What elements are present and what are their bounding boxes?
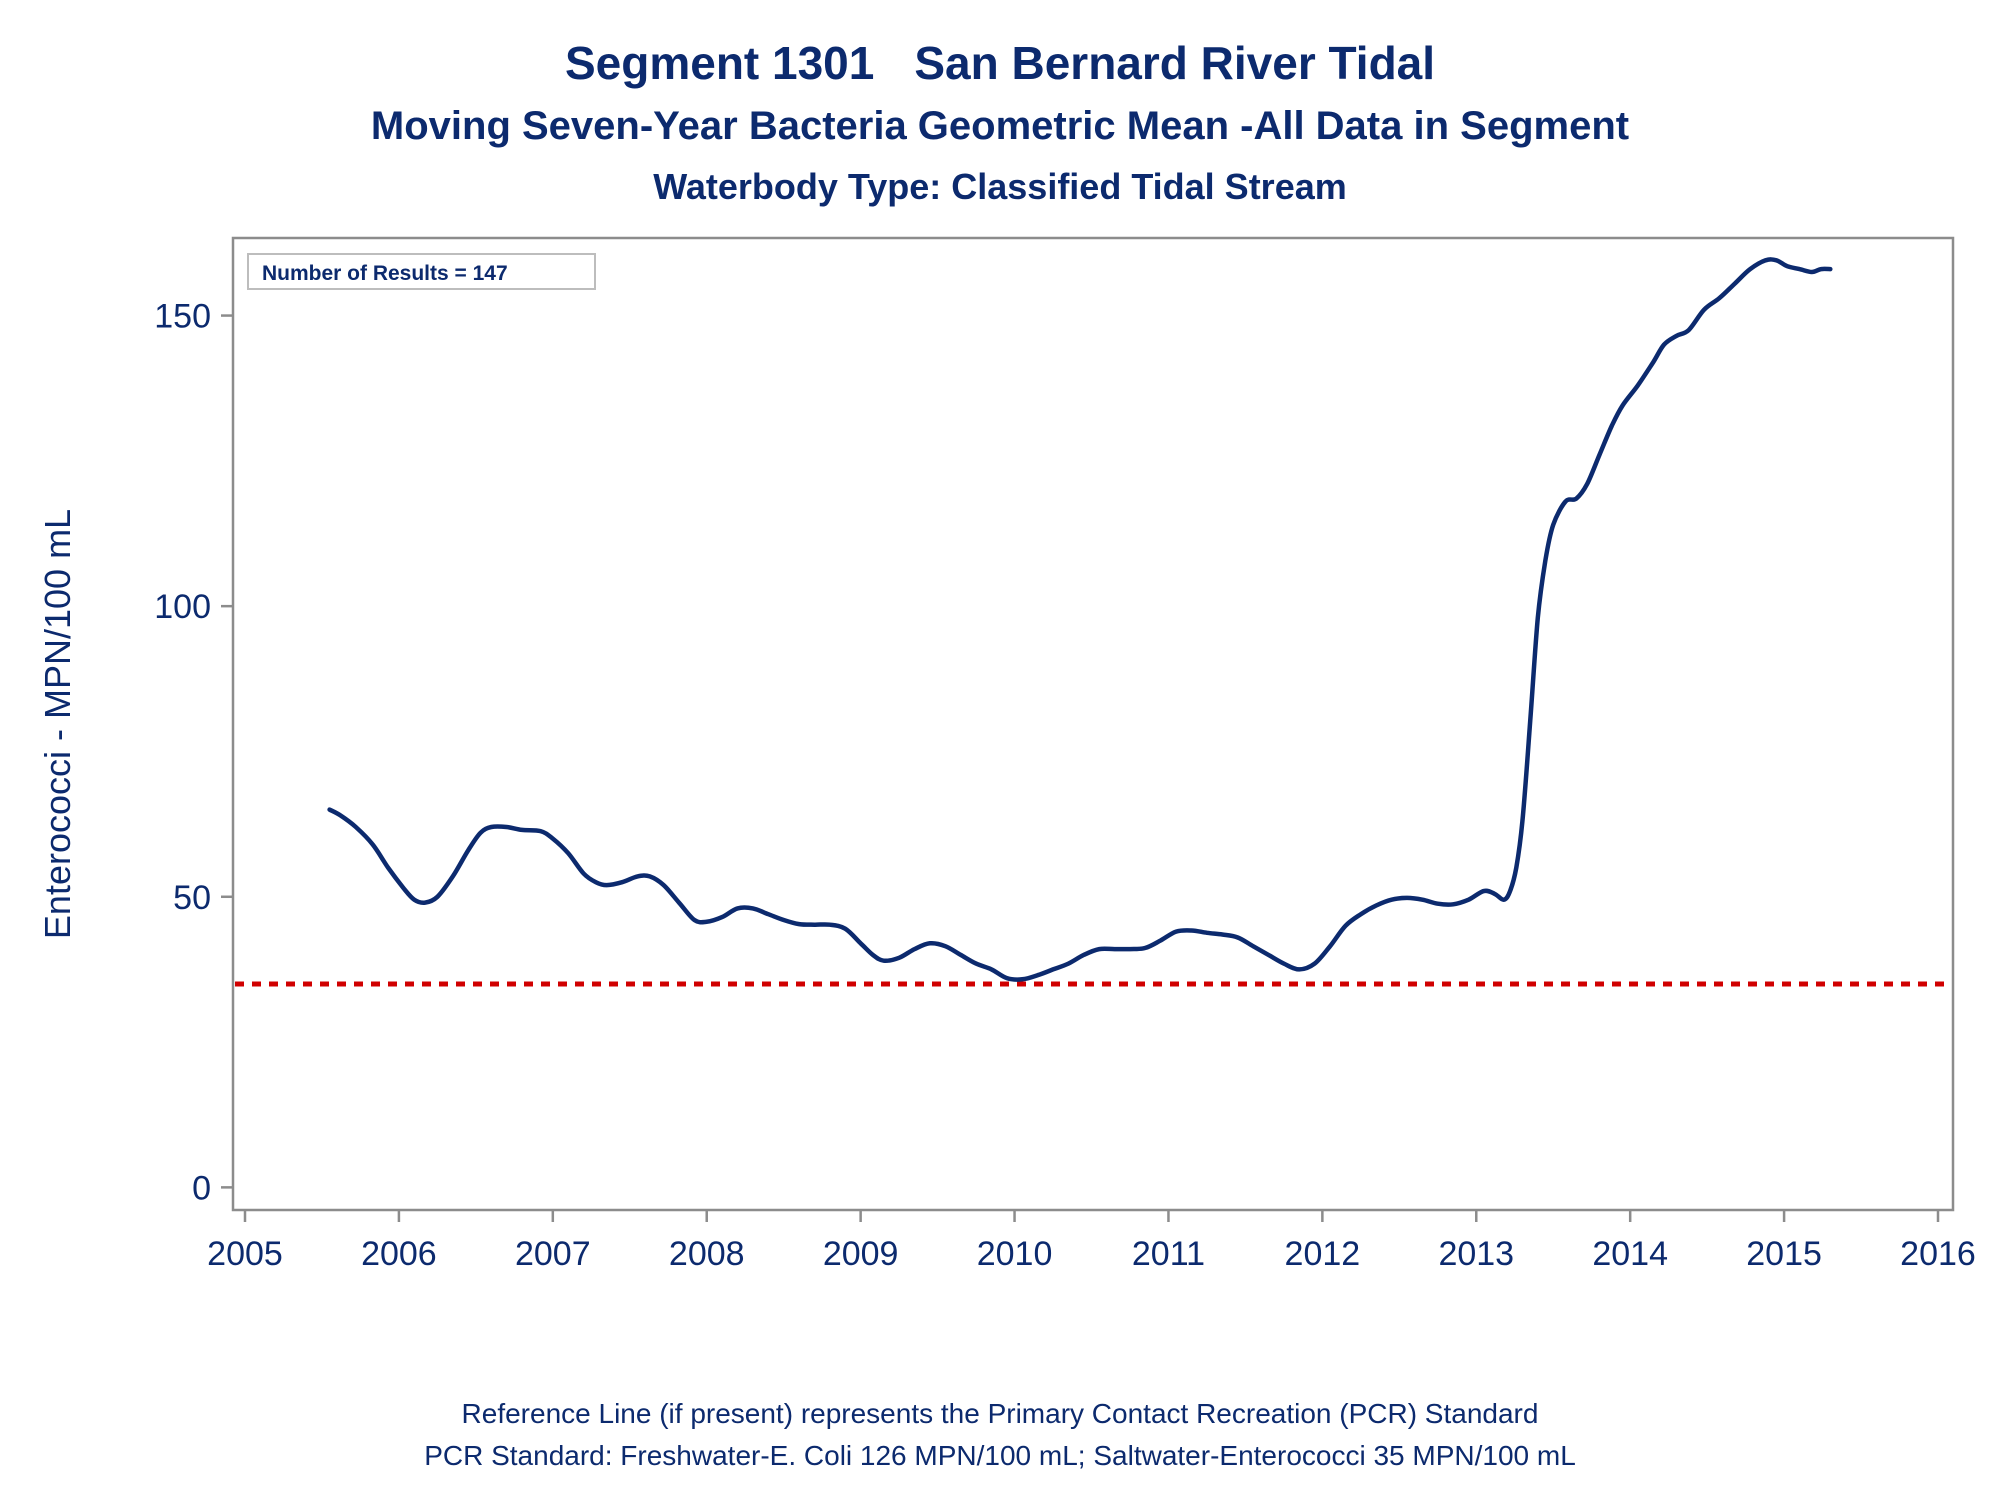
plot-frame (231, 236, 1955, 1212)
footnote-pcr-standard: PCR Standard: Freshwater-E. Coli 126 MPN… (424, 1440, 1576, 1471)
series-line (327, 257, 1833, 982)
title-river: San Bernard River Tidal (914, 37, 1436, 89)
x-tick-label: 2016 (1900, 1235, 1976, 1273)
chart-title: Segment 1301 San Bernard River Tidal (0, 36, 2000, 90)
x-tick-label: 2007 (515, 1235, 591, 1273)
x-tick-label: 2008 (669, 1235, 745, 1273)
y-axis-label: Enterococci - MPN/100 mL (37, 509, 78, 939)
x-tick-label: 2014 (1592, 1235, 1668, 1273)
y-tick-label: 150 (154, 298, 211, 336)
results-count-label: Number of Results = 147 (262, 262, 508, 285)
y-tick-label: 0 (192, 1169, 211, 1207)
x-tick-label: 2005 (207, 1235, 283, 1273)
footnote-reference-line: Reference Line (if present) represents t… (461, 1398, 1539, 1429)
x-tick-label: 2006 (361, 1235, 437, 1273)
y-axis: 0 50 100 150 (154, 298, 233, 1207)
x-tick-label: 2015 (1746, 1235, 1822, 1273)
y-tick-label: 50 (173, 879, 211, 917)
x-axis: 2005 2006 2007 2008 2009 2010 2011 2012 2013 2014… (207, 1210, 1976, 1273)
x-tick-label: 2010 (977, 1235, 1053, 1273)
title-segment: Segment 1301 (564, 37, 875, 89)
x-tick-label: 2012 (1285, 1235, 1361, 1273)
chart-subtitle: Moving Seven-Year Bacteria Geometric Mea… (370, 104, 1630, 148)
x-tick-label: 2011 (1132, 1235, 1205, 1273)
results-count-box: Number of Results = 147 (247, 253, 596, 290)
y-tick-label: 100 (154, 588, 211, 626)
x-tick-label: 2009 (823, 1235, 899, 1273)
chart-waterbody-type: Waterbody Type: Classified Tidal Stream (653, 166, 1347, 207)
x-tick-label: 2013 (1438, 1235, 1514, 1273)
